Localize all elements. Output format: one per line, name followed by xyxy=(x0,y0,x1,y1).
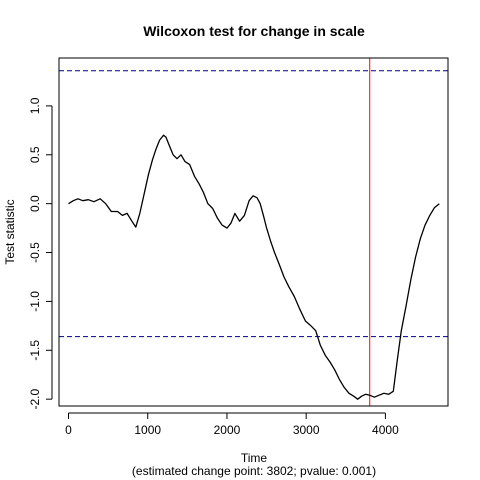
plot-area xyxy=(59,58,448,406)
x-tick-label: 2000 xyxy=(214,423,241,437)
y-tick-label: -1.0 xyxy=(28,291,42,312)
y-tick-label: 0.0 xyxy=(28,195,42,212)
y-tick-label: -0.5 xyxy=(28,242,42,263)
x-axis-sublabel: (estimated change point: 3802; pvalue: 0… xyxy=(132,464,376,478)
chart-title: Wilcoxon test for change in scale xyxy=(143,23,365,39)
x-tick-label: 4000 xyxy=(372,423,399,437)
series-line-0 xyxy=(68,134,440,400)
axes: 0 1000 2000 3000 4000 -2.0 -1.5 -1.0 -0.5 0.0 0.5 1… xyxy=(28,97,399,437)
y-tick-label: 0.5 xyxy=(28,146,42,163)
y-tick-label: -2.0 xyxy=(28,388,42,409)
x-tick-label: 0 xyxy=(65,423,72,437)
y-tick-label: 1.0 xyxy=(28,97,42,114)
x-tick-label: 1000 xyxy=(134,423,161,437)
x-axis-label: Time xyxy=(241,451,268,465)
y-axis-label: Test statistic xyxy=(3,199,17,264)
y-tick-label: -1.5 xyxy=(28,340,42,361)
x-tick-label: 3000 xyxy=(293,423,320,437)
plot-frame xyxy=(58,57,449,407)
